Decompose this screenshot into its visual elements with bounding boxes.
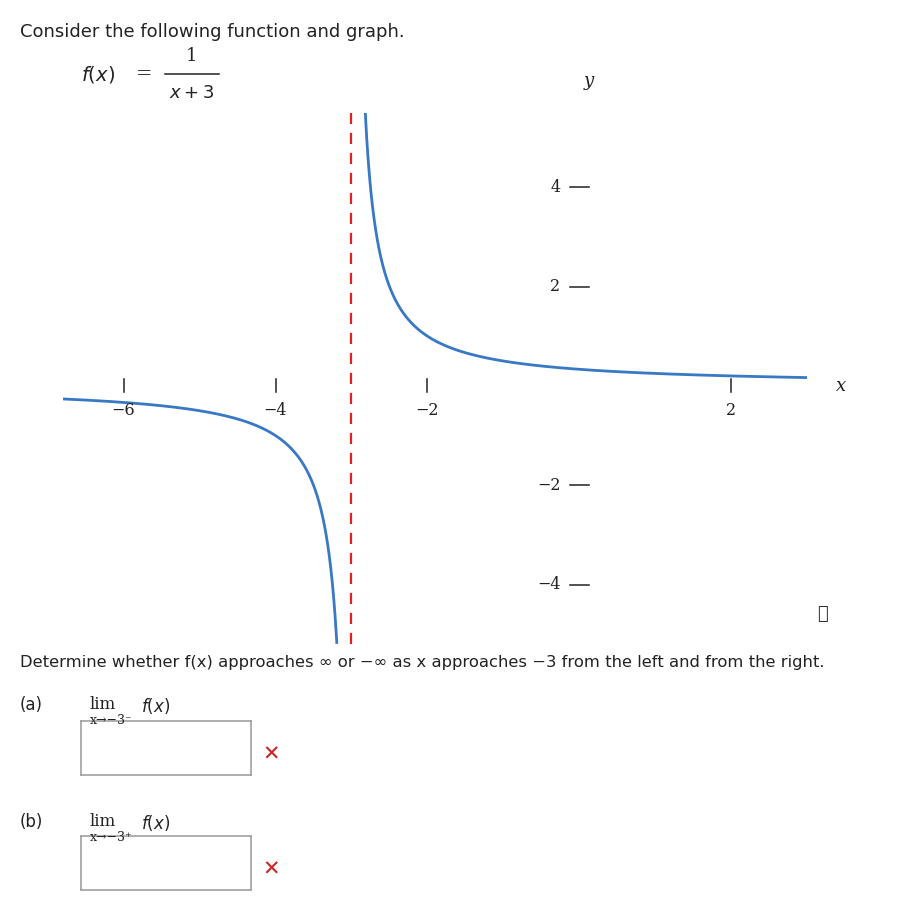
- Text: ✕: ✕: [262, 860, 280, 879]
- Point: [213, 68, 224, 79]
- Text: lim: lim: [90, 696, 116, 713]
- Text: $x + 3$: $x + 3$: [170, 84, 214, 102]
- Text: x: x: [836, 377, 846, 395]
- Text: y: y: [583, 72, 594, 90]
- Text: $f(x)$: $f(x)$: [81, 64, 115, 85]
- Text: (a): (a): [20, 696, 43, 714]
- Text: −2: −2: [415, 402, 440, 419]
- Text: 4: 4: [550, 178, 561, 196]
- Text: x→−3⁺: x→−3⁺: [90, 831, 133, 843]
- Text: Consider the following function and graph.: Consider the following function and grap…: [20, 23, 405, 41]
- Text: ⓘ: ⓘ: [817, 605, 828, 623]
- Text: Determine whether f(x) approaches ∞ or −∞ as x approaches −3 from the left and f: Determine whether f(x) approaches ∞ or −…: [20, 655, 824, 670]
- Text: =: =: [136, 66, 152, 83]
- Text: lim: lim: [90, 813, 116, 830]
- Text: −2: −2: [537, 477, 561, 494]
- Text: ✕: ✕: [262, 744, 280, 764]
- Text: −4: −4: [537, 576, 561, 593]
- Text: 2: 2: [727, 402, 736, 419]
- Text: −6: −6: [112, 402, 135, 419]
- Text: (b): (b): [20, 813, 43, 831]
- Text: $f(x)$: $f(x)$: [141, 696, 170, 715]
- Text: $f(x)$: $f(x)$: [141, 813, 170, 833]
- Point: [160, 68, 170, 79]
- Text: 1: 1: [187, 47, 197, 65]
- Text: x→−3⁻: x→−3⁻: [90, 714, 133, 726]
- Text: −4: −4: [264, 402, 287, 419]
- Text: 2: 2: [550, 278, 561, 295]
